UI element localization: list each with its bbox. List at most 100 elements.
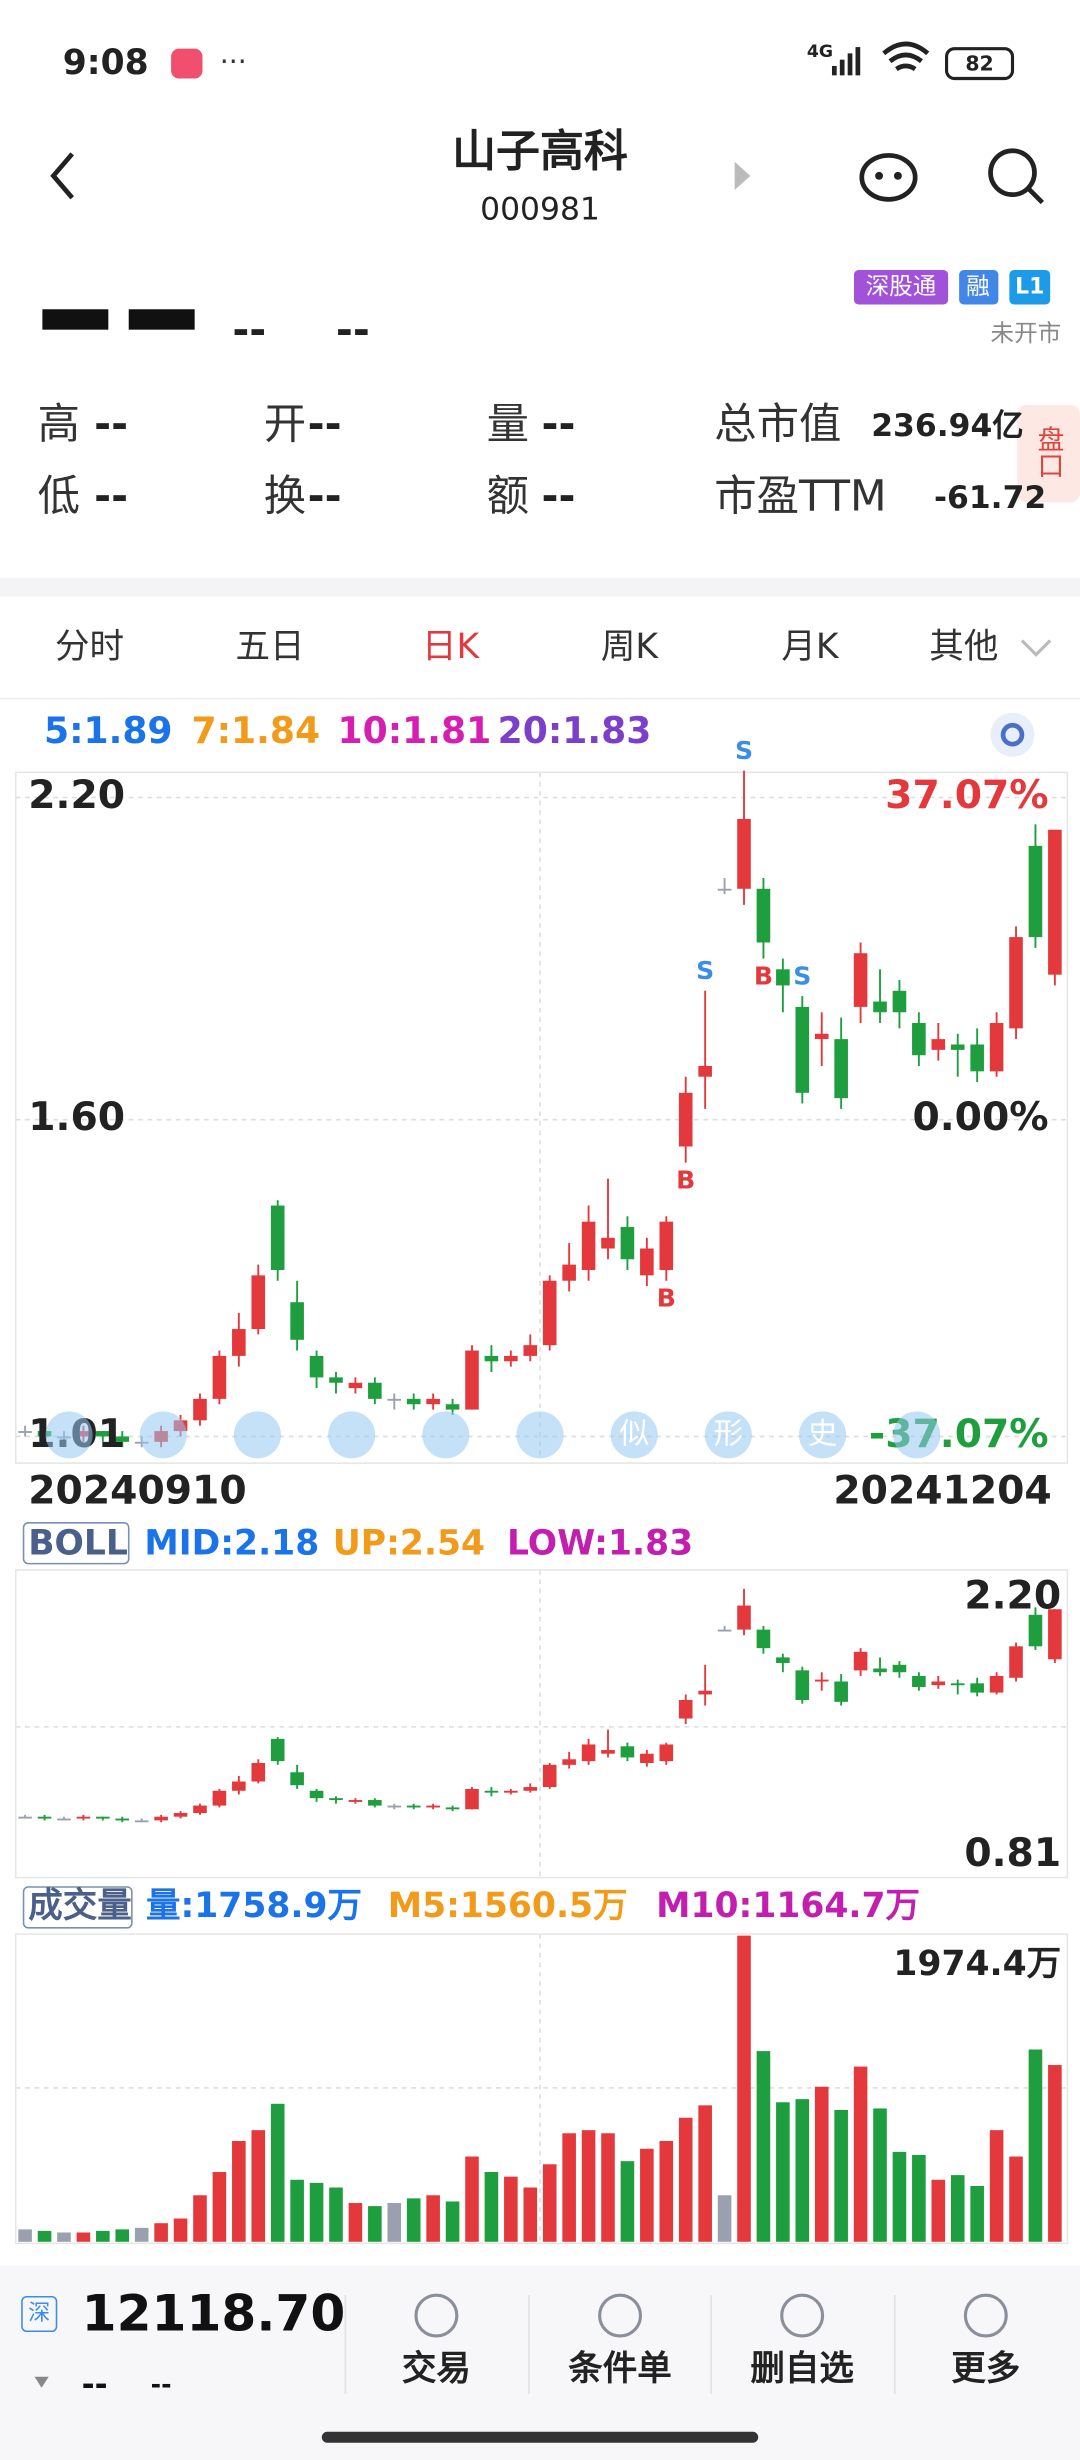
ma-legend: 20:1.83 — [498, 709, 652, 752]
volume-bar — [57, 2232, 71, 2242]
candle-body — [406, 1398, 421, 1405]
candle-body — [601, 1237, 615, 1249]
candle-body — [426, 1398, 440, 1405]
tab-dropdown[interactable] — [1020, 639, 1052, 657]
volume-bar — [620, 2161, 635, 2242]
volume-bar — [853, 2066, 868, 2242]
volume-bar — [834, 2109, 848, 2242]
tool-button[interactable] — [893, 1411, 941, 1459]
volume-bar — [678, 2117, 693, 2242]
legend-box — [22, 1886, 133, 1929]
badge-text: 融 — [966, 272, 990, 300]
stat-label: 额 — [487, 472, 529, 521]
stat-label: 低 — [38, 472, 80, 521]
volume-bar — [309, 2182, 324, 2242]
panel-frame — [14, 771, 1069, 2245]
network: 4G — [807, 42, 833, 62]
stat-label: 高 — [38, 400, 80, 449]
volume-bar — [814, 2086, 829, 2242]
boll-candle-body — [717, 1629, 732, 1632]
settings-button[interactable] — [990, 712, 1035, 757]
button-label[interactable]: 删自选 — [750, 2349, 854, 2389]
tab[interactable]: 分时 — [55, 627, 124, 667]
tool-button[interactable] — [610, 1411, 658, 1459]
boll-candle-body — [542, 1764, 557, 1788]
candle-body — [504, 1355, 518, 1362]
side-tab-label: 盘口 — [1033, 425, 1064, 478]
pct-label: 37.07% — [885, 773, 1048, 818]
badge-text: 深股通 — [866, 272, 937, 300]
boll-legend: BOLL — [28, 1523, 128, 1563]
boll-candle-body — [834, 1681, 848, 1702]
button-icon[interactable] — [414, 2293, 459, 2338]
boll-candle-body — [115, 1818, 130, 1821]
next-stock[interactable] — [734, 161, 751, 190]
volume-bar — [737, 1935, 751, 2242]
boll-candle-body — [601, 1750, 615, 1754]
button-label[interactable]: 更多 — [951, 2349, 1020, 2389]
tool-button[interactable] — [233, 1411, 281, 1459]
boll-candle-body — [523, 1787, 538, 1791]
market-status: 未开市 — [991, 319, 1062, 347]
candle-body — [251, 1275, 266, 1330]
boll-candle-body — [562, 1759, 576, 1765]
volume-bar — [1009, 2156, 1023, 2242]
candle-body — [795, 1006, 810, 1093]
stock-code: 000981 — [480, 191, 600, 227]
volume-bar — [173, 2218, 188, 2242]
volume-bar — [970, 2185, 984, 2242]
badge-text: L1 — [1015, 274, 1044, 299]
boll-candle-body — [873, 1668, 887, 1673]
boll-candle-body — [270, 1738, 285, 1762]
tool-button[interactable] — [516, 1411, 564, 1459]
volume-bar — [523, 2187, 538, 2242]
boll-candle-body — [37, 1816, 52, 1819]
tool-button[interactable] — [422, 1411, 470, 1459]
boll-candle-body — [659, 1744, 674, 1762]
tool-button[interactable] — [45, 1411, 93, 1459]
stat-value: -61.72 — [934, 480, 1046, 516]
volume-bar — [329, 2187, 343, 2242]
button-icon[interactable] — [598, 2293, 643, 2338]
candle-body — [581, 1221, 596, 1270]
tool-button[interactable] — [799, 1411, 847, 1459]
boll-candle-body — [348, 1800, 363, 1802]
boll-candle-body — [678, 1700, 693, 1719]
tab[interactable]: 五日 — [235, 627, 304, 667]
volume-bar — [406, 2198, 421, 2242]
button-label[interactable]: 条件单 — [568, 2349, 672, 2389]
button-label[interactable]: 交易 — [402, 2349, 471, 2389]
tool-button[interactable] — [704, 1411, 752, 1459]
volume-bar — [873, 2108, 887, 2242]
boll-candle-body — [853, 1651, 868, 1671]
back-button[interactable] — [50, 152, 74, 200]
volume-bar — [562, 2133, 576, 2242]
tab[interactable]: 月K — [781, 627, 840, 667]
volume-bar — [134, 2227, 149, 2242]
tool-button[interactable] — [139, 1411, 187, 1459]
mascot-button[interactable] — [859, 153, 918, 202]
boll-candle-body — [737, 1605, 751, 1630]
volume-bar — [795, 2099, 810, 2242]
candle-body — [348, 1382, 363, 1389]
candle-body — [18, 1431, 32, 1433]
button-icon[interactable] — [780, 2293, 825, 2338]
tab[interactable]: 日K — [422, 627, 481, 667]
candle-body — [717, 888, 732, 891]
clock: 9:08 — [63, 43, 149, 83]
expand-arrow[interactable] — [34, 2376, 49, 2388]
tab[interactable]: 其他 — [929, 627, 998, 667]
boll-candle-body — [232, 1781, 246, 1791]
grid — [15, 772, 1068, 2245]
candle-body — [193, 1398, 207, 1421]
volume-bar — [950, 2175, 965, 2242]
side-tab[interactable] — [1017, 405, 1080, 503]
search-button[interactable] — [988, 148, 1044, 205]
volume-bar — [504, 2176, 518, 2242]
tool-button[interactable] — [328, 1411, 376, 1459]
button-icon[interactable] — [963, 2293, 1008, 2338]
boll-candle-body — [465, 1788, 479, 1810]
candle-body — [640, 1248, 654, 1276]
tab[interactable]: 周K — [601, 627, 660, 667]
